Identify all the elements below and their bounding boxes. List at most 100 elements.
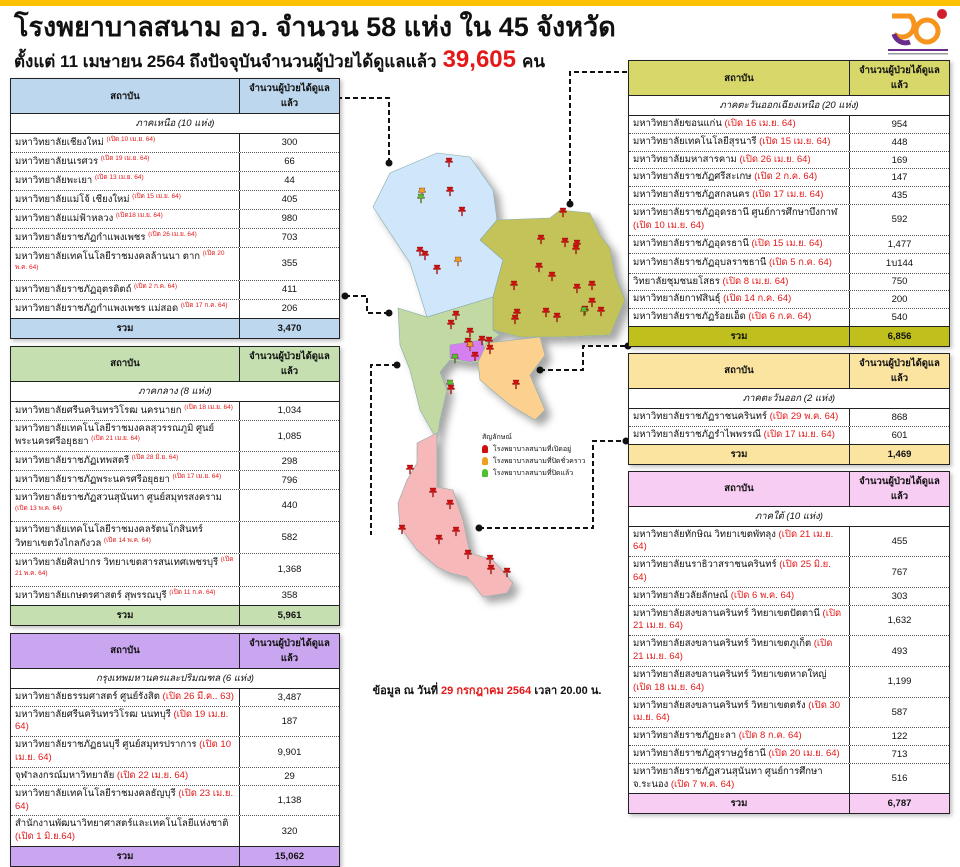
thailand-map [340,71,632,598]
institution-cell: มหาวิทยาลัยนราธิวาสราชนครินทร์ (เปิด 25 … [629,557,849,587]
opened-date: (เปิด 20 พ.ค. 64) [15,249,225,271]
table-northeast: สถาบัน จำนวนผู้ป่วยได้ดูแลแล้ว ภาคตะวันออก… [628,60,950,347]
region-title: ภาคใต้ (10 แห่ง) [629,507,949,527]
institution-name: มหาวิทยาลัยราชภัฏพระนครศรีอยุธยา [15,474,170,486]
institution-cell: มหาวิทยาลัยราชภัฏพระนครศรีอยุธยา (เปิด 1… [11,471,239,489]
institution-cell: มหาวิทยาลัยราชภัฏเทพสตรี (เปิด 28 มิ.ย. … [11,452,239,470]
table-header: สถาบัน จำนวนผู้ป่วยได้ดูแลแล้ว [629,471,949,507]
opened-date: (เปิด 13 พ.ค. 64) [15,505,63,513]
hospital-pin-icon [512,379,520,390]
institution-cell: มหาวิทยาลัยเทคโนโลยีราชมงคลธัญบุรี (เปิด… [11,786,239,816]
opened-date: (เปิด 29 พ.ค. 64) [769,410,839,422]
patient-count: 455 [849,526,949,557]
opened-date: (เปิด 15 เม.ย. 64) [132,192,181,200]
opened-date: (เปิด 21 เม.ย. 64) [633,607,842,632]
table-row: มหาวิทยาลัยราชภัฏธนบุรี ศูนย์สมุทรปราการ… [11,737,339,768]
patient-count: 147 [849,169,949,187]
table-row: มหาวิทยาลัยสงขลานครินทร์ วิทยาเขตหาดใหญ่… [629,666,949,698]
table-row: มหาวิทยาลัยราชภัฏอุดรธานี (เปิด 15 เม.ย.… [629,235,949,254]
footer-prefix: ข้อมูล ณ วันที่ [372,685,438,697]
hospital-pin-icon [421,250,429,261]
table-row: มหาวิทยาลัยสงขลานครินทร์ วิทยาเขตปัตตานี… [629,605,949,637]
opened-date: (เปิด 17 เม.ย. 64) [752,189,824,201]
hospital-pin-icon [471,351,479,362]
institution-name: สำนักงานพัฒนาวิทยาศาสตร์และเทคโนโลยีแห่ง… [15,818,229,830]
patient-count: 1บ144 [849,253,949,273]
institution-name: มหาวิทยาลัยแม่โจ้ เชียงใหม่ [15,194,130,206]
opened-date: (เปิด 14 พ.ค. 64) [103,536,151,544]
opened-date: (เปิด 26 เม.ย. 64) [739,153,811,165]
opened-date: (เปิด 7 พ.ค. 64) [670,778,735,790]
patient-count: 358 [239,586,339,605]
column-header-institution: สถาบัน [110,90,140,102]
table-row: จุฬาลงกรณ์มหาวิทยาลัย (เปิด 22 เม.ย. 64)… [11,767,339,786]
patient-count: 582 [239,522,339,553]
table-row: มหาวิทยาลัยราชภัฏสวนสุนันทา ศูนย์สมุทรสง… [11,490,339,523]
institution-cell: มหาวิทยาลัยราชภัฏอุดรธานี ศูนย์การศึกษาบ… [629,205,849,235]
hospital-pin-icon [446,186,454,197]
patient-count: 320 [239,816,339,846]
table-body: มหาวิทยาลัยขอนแก่น (เปิด 16 เม.ย. 64) 954… [629,116,949,326]
patient-count: 66 [239,152,339,171]
institution-cell: มหาวิทยาลัยราชภัฏสวนสุนันทา ศูนย์การศึกษ… [629,764,849,794]
patient-count: 1,477 [849,235,949,253]
institution-cell: มหาวิทยาลัยราชภัฏกำแพงเพชร (เปิด 26 เม.ย… [11,229,239,247]
opened-date: (เปิด 22 เม.ย. 64) [116,769,189,781]
patient-count: 1,138 [239,785,339,816]
institution-cell: จุฬาลงกรณ์มหาวิทยาลัย (เปิด 22 เม.ย. 64) [11,768,239,785]
table-row: มหาวิทยาลัยศรีนครินทรวิโรฒ นนทบุรี (เปิด… [11,706,339,738]
column-header-count: จำนวนผู้ป่วยได้ดูแลแล้ว [849,471,949,506]
patient-count: 703 [239,228,339,247]
total-value: 1,469 [849,444,949,464]
table-header: สถาบัน จำนวนผู้ป่วยได้ดูแลแล้ว [11,633,339,669]
patient-count: 44 [239,171,339,190]
map-region-central [397,296,501,441]
opened-date: (เปิด 18 เม.ย. 64) [184,403,233,411]
institution-cell: มหาวิทยาลัยศรีนครินทรวิโรฒ นครนายก (เปิด… [11,402,239,420]
institution-cell: มหาวิทยาลัยธรรมศาสตร์ ศูนย์รังสิต (เปิด … [11,689,239,706]
table-body: มหาวิทยาลัยศรีนครินทรวิโรฒ นครนายก (เปิด… [11,401,339,605]
hospital-pin-icon [503,567,511,578]
table-row: มหาวิทยาลัยราชภัฏยะลา (เปิด 8 ก.ค. 64) 12… [629,728,949,746]
opened-date: (เปิด 14 ก.ค. 64) [723,293,792,305]
table-row: มหาวิทยาลัยศิลปากร วิทยาเขตสารสนเทศเพชรบ… [11,553,339,587]
patient-count: 1,034 [239,401,339,420]
table-row: มหาวิทยาลัยราชภัฏกำแพงเพชร (เปิด 26 เม.ย… [11,228,339,248]
region-title: ภาคเหนือ (10 แห่ง) [11,114,339,134]
institution-cell: มหาวิทยาลัยราชภัฏรำไพพรรณี (เปิด 17 เม.ย… [629,427,849,444]
institution-cell: มหาวิทยาลัยเชียงใหม่ (เปิด 10 เม.ย. 64) [11,134,239,152]
table-total-row: รวม 6,787 [629,793,949,814]
patient-count: 954 [849,116,949,133]
table-east: สถาบัน จำนวนผู้ป่วยได้ดูแลแล้ว ภาคตะวันออก… [628,352,950,465]
institution-cell: มหาวิทยาลัยขอนแก่น (เปิด 16 เม.ย. 64) [629,116,849,133]
institution-name: มหาวิทยาลัยเทคโนโลยีราชมงคลธัญบุรี [15,787,176,799]
table-row: มหาวิทยาลัยขอนแก่น (เปิด 16 เม.ย. 64) 954 [629,116,949,134]
table-row: มหาวิทยาลัยราชภัฏรำไพพรรณี (เปิด 17 เม.ย… [629,426,949,444]
pin-icon [482,457,488,466]
unit: คน [521,52,545,71]
institution-cell: มหาวิทยาลัยมหาสารคาม (เปิด 26 เม.ย. 64) [629,152,849,169]
patient-count: 592 [849,205,949,235]
opened-date: (เปิด 5 ก.ค. 64) [768,256,832,268]
hospital-pin-icon [486,344,494,355]
institution-cell: มหาวิทยาลัยสงขลานครินทร์ วิทยาเขตปัตตานี… [629,606,849,636]
column-header-count: จำนวนผู้ป่วยได้ดูแลแล้ว [239,633,339,668]
patient-count: 169 [849,151,949,169]
institution-name: มหาวิทยาลัยธรรมศาสตร์ ศูนย์รังสิต [15,690,160,702]
table-row: มหาวิทยาลัยมหาสารคาม (เปิด 26 เม.ย. 64) 1… [629,151,949,170]
patient-count: 980 [239,209,339,228]
institution-name: มหาวิทยาลัยราชภัฏรำไพพรรณี [633,428,762,440]
opened-date: (เปิด 8 ก.ค. 64) [738,730,802,742]
opened-date: (เปิด 13 เม.ย. 64) [94,173,144,181]
institution-name: มหาวิทยาลัยนเรศวร [15,156,99,168]
table-row: มหาวิทยาลัยราชภัฏอุตรดิตถ์ (เปิด 2 ก.ค. … [11,280,339,300]
table-row: มหาวิทยาลัยเทคโนโลยีราชมงคลธัญบุรี (เปิด… [11,785,339,817]
total-value: 6,787 [849,794,949,814]
hospital-pin-icon [435,534,443,545]
opened-date: (เปิด 16 เม.ย. 64) [724,118,796,129]
hospital-pin-icon [454,256,462,267]
institution-cell: มหาวิทยาลัยเกษตรศาสตร์ สุพรรณบุรี (เปิด … [11,587,239,605]
opened-date: (เปิด 26 มี.ค.. 63) [162,690,234,702]
hospital-pin-icon [588,297,596,308]
institution-name: มหาวิทยาลัยแม่ฟ้าหลวง [15,213,114,225]
